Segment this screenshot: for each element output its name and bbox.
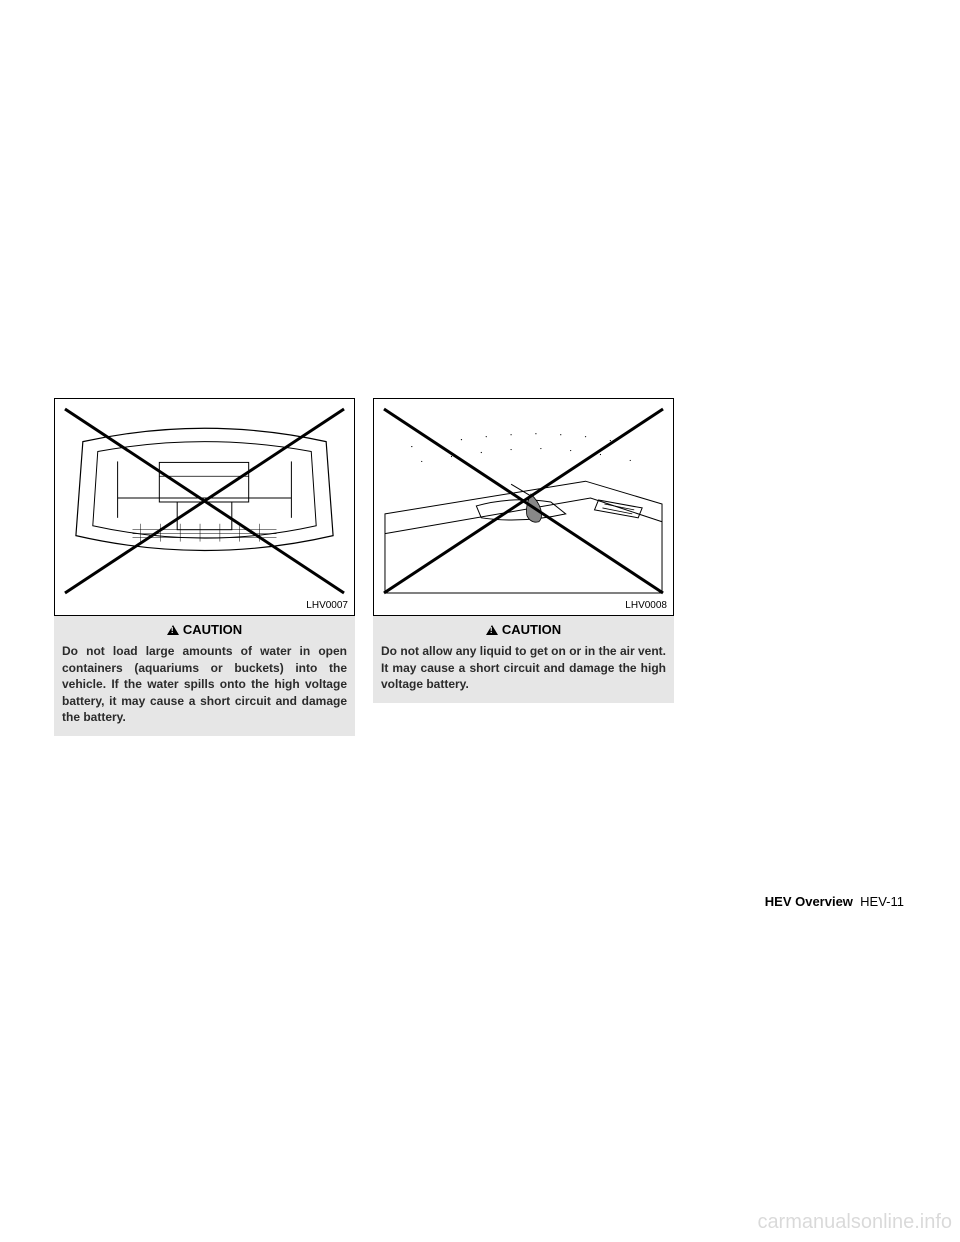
page-footer: HEV Overview HEV-11 [765,894,904,909]
caution-box-1: CAUTION Do not load large amounts of wat… [54,616,355,736]
figure-frame-2: LHV0008 [373,398,674,616]
warning-triangle-icon [486,625,498,635]
figure-label-2: LHV0008 [625,600,667,611]
footer-section: HEV Overview [765,894,853,909]
air-vent-illustration-svg [382,407,665,595]
caution-header-text-2: CAUTION [502,622,561,637]
trunk-illustration-svg [63,407,346,595]
caution-box-2: CAUTION Do not allow any liquid to get o… [373,616,674,703]
figure-row: LHV0007 CAUTION Do not load large amount… [54,398,674,736]
watermark: carmanualsonline.info [757,1211,952,1234]
manual-page: LHV0007 CAUTION Do not load large amount… [0,0,960,1242]
caution-header-text-1: CAUTION [183,622,242,637]
caution-body-1: Do not load large amounts of water in op… [62,643,347,726]
warning-triangle-icon [167,625,179,635]
figure-block-1: LHV0007 CAUTION Do not load large amount… [54,398,355,736]
figure-label-1: LHV0007 [306,600,348,611]
figure-illustration-1 [63,407,346,595]
figure-frame-1: LHV0007 [54,398,355,616]
figure-illustration-2 [382,407,665,595]
figure-block-2: LHV0008 CAUTION Do not allow any liquid … [373,398,674,736]
footer-page: HEV-11 [860,894,904,909]
caution-header-2: CAUTION [381,622,666,643]
caution-header-1: CAUTION [62,622,347,643]
caution-body-2: Do not allow any liquid to get on or in … [381,643,666,693]
